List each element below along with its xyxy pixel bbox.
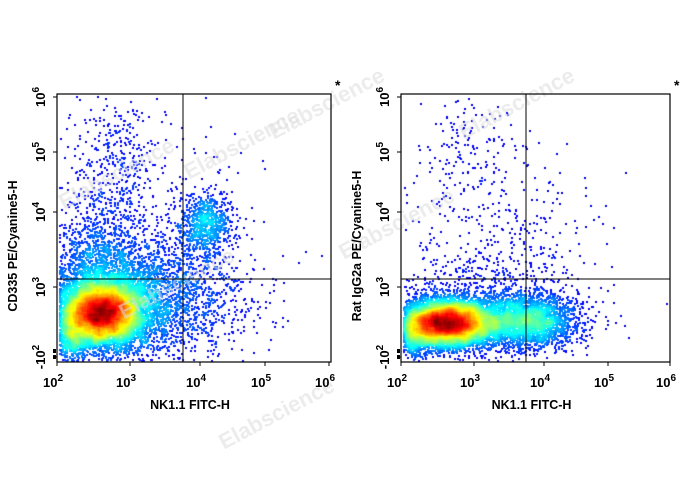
y-axis-label: Rat IgG2a PE/Cyanine5-H bbox=[350, 171, 364, 322]
x-tick-label: 106 bbox=[656, 373, 676, 390]
x-tick-label: 104 bbox=[186, 373, 206, 390]
y-axis-label: CD335 PE/Cyanine5-H bbox=[6, 180, 20, 311]
x-tick-label: 105 bbox=[594, 373, 614, 390]
plot-frame bbox=[400, 93, 671, 363]
chart-panel-right: 102 103 104 105 106 -102 103 104 105 106 NK1.1 FIT… bbox=[350, 77, 680, 412]
watermark-layer: Elabscience Elabscience Elabscience Elabsci… bbox=[54, 62, 578, 454]
watermark-text: Elabscience bbox=[454, 62, 578, 144]
watermark-text: Elabscience bbox=[264, 62, 388, 144]
x-tick-label: 102 bbox=[43, 373, 63, 390]
x-tick-label: 104 bbox=[530, 373, 550, 390]
watermark-text: Elabscience bbox=[54, 132, 178, 214]
y-tick-label: 105 bbox=[31, 142, 48, 162]
x-tick-label: 103 bbox=[116, 373, 136, 390]
axis-marker bbox=[397, 355, 400, 359]
axis-marker bbox=[397, 349, 400, 353]
x-tick-label: 103 bbox=[460, 373, 480, 390]
plot-frame bbox=[56, 93, 332, 363]
x-axis-label: NK1.1 FITC-H bbox=[150, 398, 230, 412]
y-tick-label: -102 bbox=[375, 344, 392, 369]
watermark-text: Elabscience bbox=[114, 242, 238, 324]
y-tick-label: 105 bbox=[375, 142, 392, 162]
y-tick-label: 104 bbox=[31, 202, 48, 222]
y-tick-label: -102 bbox=[31, 344, 48, 369]
y-tick-label: 103 bbox=[31, 277, 48, 297]
axis-marker bbox=[53, 355, 56, 359]
axis-marker bbox=[53, 349, 56, 353]
y-tick-label: 104 bbox=[375, 202, 392, 222]
corner-asterisk: * bbox=[335, 77, 341, 93]
y-tick-label: 103 bbox=[375, 277, 392, 297]
x-axis-label: NK1.1 FITC-H bbox=[492, 398, 572, 412]
corner-asterisk: * bbox=[674, 77, 680, 93]
y-tick-label: 106 bbox=[31, 87, 48, 107]
x-tick-label: 105 bbox=[251, 373, 271, 390]
x-tick-label: 102 bbox=[387, 373, 407, 390]
y-tick-label: 106 bbox=[375, 87, 392, 107]
